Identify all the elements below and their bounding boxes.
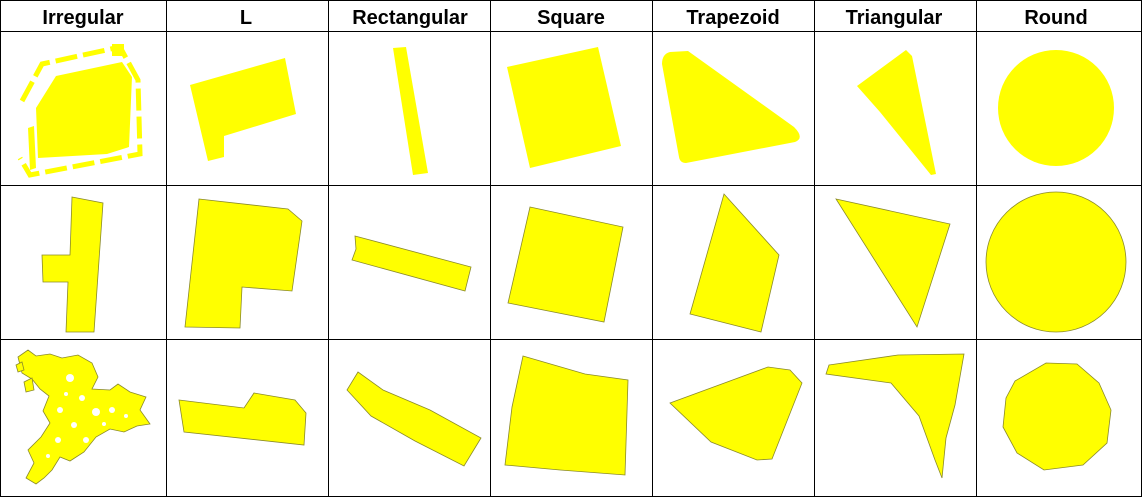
irregular-shape-1	[17, 44, 143, 178]
rectangular-shape-2	[351, 235, 472, 292]
trapezoid-shape-3	[669, 366, 803, 461]
row-3	[15, 349, 1112, 485]
l-shape-1	[190, 58, 296, 161]
column-headers: Irregular L Rectangular Square Trapezoid…	[42, 7, 1087, 29]
l-shape-2	[184, 198, 303, 329]
row-2	[41, 191, 1127, 333]
round-shape-2	[985, 191, 1127, 333]
header-irregular: Irregular	[42, 7, 123, 29]
irregular-shape-3	[15, 349, 151, 485]
round-shape-3	[1002, 362, 1112, 471]
irregular-shape-2	[41, 196, 104, 333]
square-shape-1	[507, 47, 621, 168]
header-round: Round	[1024, 7, 1087, 29]
trapezoid-shape-1	[662, 51, 800, 163]
header-l: L	[240, 7, 252, 29]
trapezoid-shape-2	[689, 193, 780, 333]
header-trapezoid: Trapezoid	[686, 7, 779, 29]
square-shape-3	[504, 355, 629, 476]
l-shape-3	[178, 392, 307, 446]
square-shape-2	[507, 206, 624, 323]
triangular-shape-3	[825, 353, 965, 479]
triangular-shape-1	[857, 50, 936, 175]
rectangular-shape-3	[346, 371, 482, 467]
round-shape-1	[998, 50, 1114, 166]
header-triangular: Triangular	[846, 7, 943, 29]
header-rectangular: Rectangular	[352, 7, 468, 29]
triangular-shape-2	[835, 198, 951, 328]
row-1	[17, 44, 1114, 178]
rectangular-shape-1	[393, 47, 428, 175]
header-square: Square	[537, 7, 605, 29]
